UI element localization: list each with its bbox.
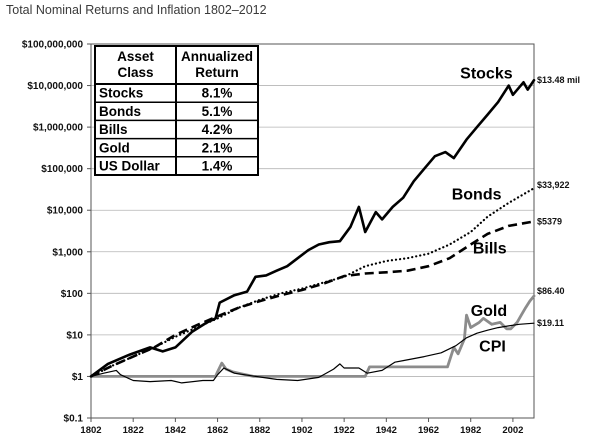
table-cell-asset: Stocks: [99, 86, 143, 101]
series-stocks-line: [89, 78, 536, 378]
end-value-labels: $13.48 mil $33,922 $5379 $86.40 $19.11: [537, 75, 580, 328]
end-label-cpi: $19.11: [537, 318, 564, 328]
table-cell-asset: Bills: [99, 122, 128, 137]
y-tick-label: $1,000: [52, 247, 83, 258]
y-tick-label: $10,000,000: [27, 81, 83, 92]
y-tick-label: $1,000,000: [33, 123, 83, 134]
series-label-bills: Bills: [473, 241, 507, 258]
plot-frame: [90, 43, 535, 419]
y-axis-ticks: $0.1 $1 $10 $100 $1,000 $10,000 $100,000 $1,000…: [22, 40, 91, 425]
x-tick-label: 1862: [207, 425, 228, 436]
series-lines: [89, 78, 536, 384]
y-tick-label: $1: [72, 372, 84, 383]
table-cell-return: 1.4%: [202, 159, 233, 174]
x-tick-label: 1982: [460, 425, 481, 436]
x-tick-label: 1942: [376, 425, 397, 436]
x-tick-label: 1802: [80, 425, 101, 436]
y-tick-label: $100,000: [41, 164, 83, 175]
series-bonds-line: [89, 187, 536, 378]
chart-title: Total Nominal Returns and Inflation 1802…: [6, 3, 267, 17]
x-tick-label: 1822: [123, 425, 144, 436]
table-cell-return: 5.1%: [202, 104, 233, 119]
end-label-bonds: $33,922: [537, 180, 570, 190]
x-tick-label: 1882: [249, 425, 270, 436]
series-label-stocks: Stocks: [460, 65, 513, 82]
table-cell-asset: US Dollar: [99, 159, 161, 174]
x-tick-label: 1842: [165, 425, 186, 436]
y-tick-label: $10,000: [47, 206, 84, 217]
series-labels: Stocks Bonds Bills Gold CPI: [452, 65, 513, 355]
y-tick-label: $100,000,000: [22, 40, 84, 51]
x-axis-ticks: 1802 1822 1842 1862 1882 1902 1922 1942 1962 1982…: [80, 418, 523, 436]
y-tick-label: $10: [66, 330, 83, 341]
y-tick-label: $0.1: [64, 414, 84, 425]
table-header: Class: [117, 65, 153, 80]
end-label-stocks: $13.48 mil: [537, 75, 580, 85]
table-header: Asset: [117, 49, 154, 64]
x-tick-label: 1962: [418, 425, 439, 436]
table-cell-asset: Gold: [99, 140, 130, 155]
series-label-cpi: CPI: [479, 338, 506, 355]
table-header: Annualized: [181, 49, 253, 64]
series-bills-line: [90, 220, 535, 378]
end-label-bills: $5379: [537, 216, 562, 226]
series-gold-line: [89, 294, 536, 378]
y-tick-label: $100: [61, 289, 84, 300]
table-cell-return: 4.2%: [202, 122, 233, 137]
series-label-bonds: Bonds: [452, 187, 502, 204]
x-tick-label: 1922: [334, 425, 355, 436]
table-cell-return: 8.1%: [202, 86, 233, 101]
table-cell-return: 2.1%: [202, 140, 233, 155]
end-label-gold: $86.40: [537, 286, 565, 296]
table-cell-asset: Bonds: [99, 104, 141, 119]
table-header: Return: [195, 65, 239, 80]
x-tick-label: 2002: [502, 425, 523, 436]
x-tick-label: 1902: [291, 425, 312, 436]
series-label-gold: Gold: [471, 303, 507, 320]
series-cpi-line: [90, 322, 535, 384]
